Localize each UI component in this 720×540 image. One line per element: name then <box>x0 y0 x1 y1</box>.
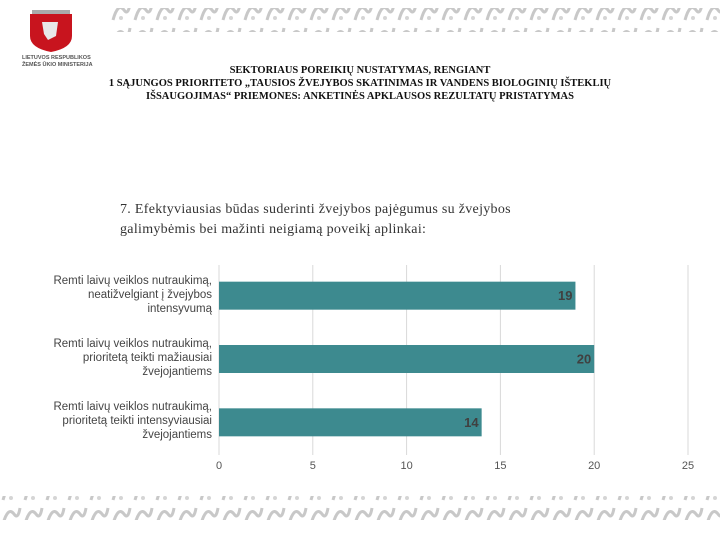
data-label: 14 <box>464 415 479 430</box>
x-tick-label: 20 <box>588 460 600 472</box>
top-ornament <box>110 8 720 32</box>
x-tick-label: 0 <box>216 460 222 472</box>
data-label: 20 <box>577 351 591 366</box>
header-title: 1 SĄJUNGOS PRIORITETO „TAUSIOS ŽVEJYBOS … <box>108 78 612 89</box>
bar <box>219 408 482 437</box>
y-tick-label: Remti laivų veiklos nutraukimą, priorite… <box>53 338 212 378</box>
bar <box>219 281 576 310</box>
x-tick-label: 25 <box>682 460 694 472</box>
header-title: IŠSAUGOJIMAS“ PRIEMONES: ANKETINĖS APKLA… <box>146 91 574 102</box>
header-title: SEKTORIAUS POREIKIŲ NUSTATYMAS, RENGIANT <box>229 65 491 76</box>
x-tick-label: 10 <box>400 460 412 472</box>
x-tick-label: 5 <box>310 460 316 472</box>
logo-text: ŽEMĖS ŪKIO MINISTERIJA <box>22 62 93 68</box>
logo-emblem <box>30 10 72 52</box>
y-tick-label: Remti laivų veiklos nutraukimą, priorite… <box>53 401 212 442</box>
x-tick-label: 15 <box>494 460 506 472</box>
logo-text: LIETUVOS RESPUBLIKOS <box>22 55 91 61</box>
y-tick-label: Remti laivų veiklos nutraukimą, neatižve… <box>53 274 212 315</box>
chart-title: 7. Efektyviausias būdas suderinti žvejyb… <box>120 202 511 237</box>
bar <box>219 345 595 373</box>
data-label: 19 <box>558 288 572 303</box>
bottom-ornament <box>0 496 720 520</box>
